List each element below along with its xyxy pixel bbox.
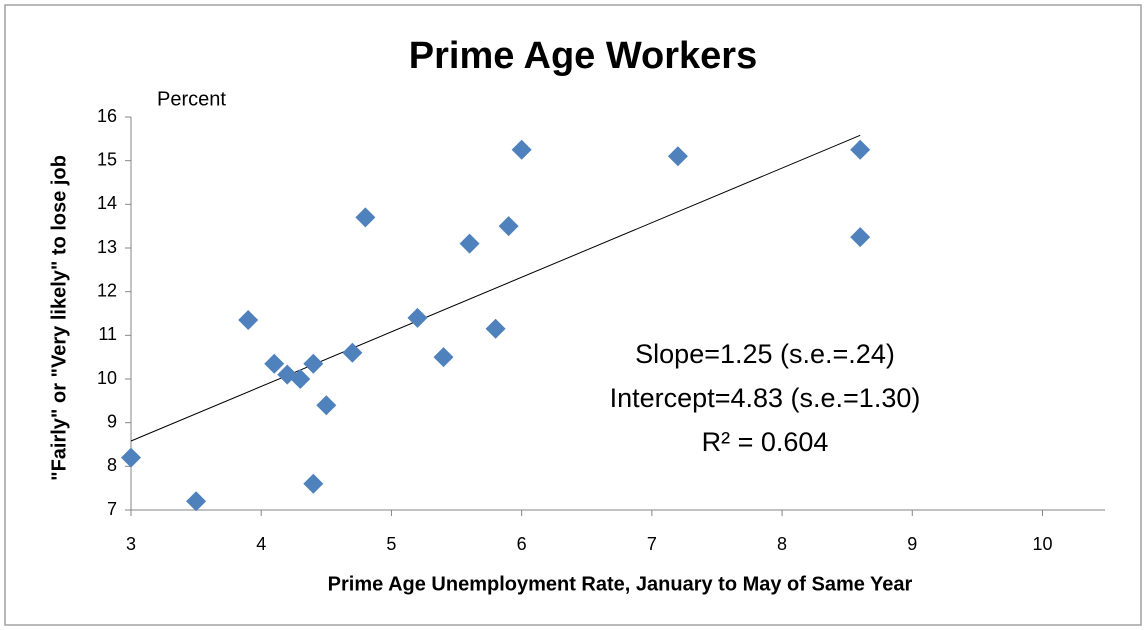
trendline [130, 134, 861, 442]
x-tick-label: 4 [256, 534, 266, 554]
scatter-point [316, 395, 337, 416]
scatter-point [355, 207, 376, 228]
scatter-point [667, 146, 688, 167]
y-axis-title: "Fairly" or "Very likely" to lose job [48, 155, 70, 481]
y-tick-label: 14 [97, 193, 117, 213]
chart-frame [4, 4, 1142, 626]
y-tick-label: 9 [107, 411, 117, 431]
y-tick-label: 13 [97, 237, 117, 257]
chart-title: Prime Age Workers [409, 35, 757, 77]
x-tick-label: 3 [126, 534, 136, 554]
annotation: R² = 0.604 [702, 427, 829, 457]
scatter-point [290, 369, 311, 389]
x-tick-label: 10 [1032, 534, 1052, 554]
y-tick-label: 10 [97, 368, 117, 388]
y-tick-label: 12 [97, 280, 117, 300]
scatter-point [433, 347, 454, 368]
x-tick-label: 7 [647, 534, 657, 554]
y-tick-label: 16 [97, 106, 117, 126]
scatter-point [342, 342, 363, 363]
scatter-point [498, 216, 519, 237]
x-tick-label: 6 [517, 534, 527, 554]
scatter-point [511, 139, 532, 160]
scatter-point [303, 353, 324, 374]
scatter-point [303, 473, 324, 494]
y-tick-label: 7 [107, 499, 117, 519]
y-unit-label: Percent [157, 88, 226, 110]
scatter-point [121, 447, 141, 468]
scatter-point [407, 307, 428, 328]
x-tick-label: 5 [386, 534, 396, 554]
y-tick-label: 11 [98, 324, 117, 344]
annotation: Intercept=4.83 (s.e.=1.30) [610, 383, 921, 413]
scatter-point [264, 353, 285, 374]
scatter-point [238, 310, 259, 331]
x-tick-label: 8 [777, 534, 787, 554]
y-tick-label: 8 [107, 455, 117, 475]
scatter-point [485, 318, 506, 339]
y-tick-label: 15 [97, 149, 117, 169]
scatter-point [850, 227, 871, 248]
scatter-point [186, 491, 207, 512]
x-axis-title: Prime Age Unemployment Rate, January to … [328, 573, 913, 595]
scatter-point [459, 233, 480, 254]
scatter-point [850, 139, 871, 160]
x-tick-label: 9 [907, 534, 917, 554]
annotation: Slope=1.25 (s.e.=.24) [635, 339, 895, 369]
